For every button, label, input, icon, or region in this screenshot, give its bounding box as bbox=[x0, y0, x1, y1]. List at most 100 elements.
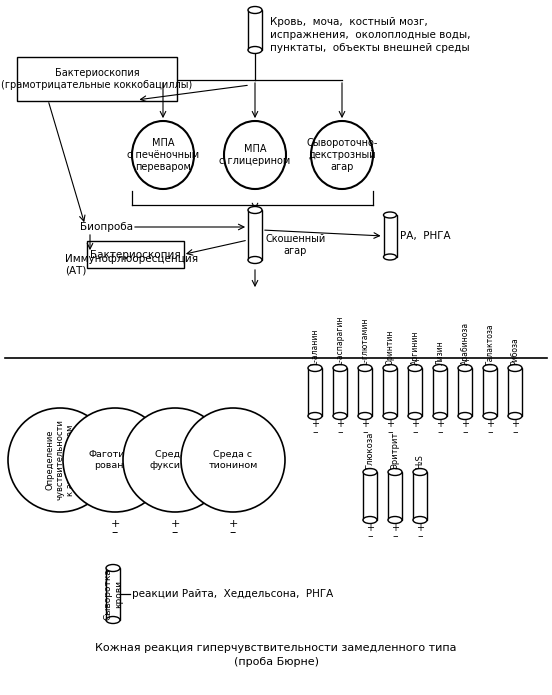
Ellipse shape bbox=[363, 468, 377, 475]
Ellipse shape bbox=[8, 408, 112, 512]
Text: –: – bbox=[172, 527, 178, 539]
Ellipse shape bbox=[408, 364, 422, 372]
Text: +: + bbox=[411, 419, 419, 429]
Bar bbox=[363, 472, 377, 520]
Text: –: – bbox=[362, 427, 368, 437]
Text: Кожная реакция гиперчувствительности замедленного типа
(проба Бюрне): Кожная реакция гиперчувствительности зам… bbox=[95, 643, 457, 667]
Text: L-глютамин: L-глютамин bbox=[360, 318, 369, 365]
Text: Иммунофлюоресценция
(АТ): Иммунофлюоресценция (АТ) bbox=[65, 254, 198, 276]
Text: –: – bbox=[462, 427, 468, 437]
Ellipse shape bbox=[181, 408, 285, 512]
Text: МПА
с печёночным
переваром: МПА с печёночным переваром bbox=[127, 138, 199, 172]
Bar bbox=[308, 368, 322, 416]
Text: +: + bbox=[366, 523, 374, 533]
Text: –: – bbox=[392, 531, 398, 541]
Ellipse shape bbox=[248, 256, 262, 263]
Text: Галактоза: Галактоза bbox=[486, 323, 495, 365]
Text: Среда с
фуксином: Среда с фуксином bbox=[150, 450, 200, 470]
Bar bbox=[333, 368, 347, 416]
Bar bbox=[433, 368, 447, 416]
Text: –: – bbox=[417, 531, 423, 541]
Ellipse shape bbox=[508, 413, 522, 420]
Ellipse shape bbox=[383, 364, 397, 372]
Text: –: – bbox=[112, 527, 118, 539]
Text: Сыворотка
крови: Сыворотка крови bbox=[103, 568, 123, 620]
Ellipse shape bbox=[383, 413, 397, 420]
Text: +: + bbox=[386, 419, 394, 429]
Bar bbox=[388, 472, 402, 520]
Text: –: – bbox=[487, 427, 493, 437]
Ellipse shape bbox=[458, 364, 472, 372]
Ellipse shape bbox=[408, 413, 422, 420]
Text: реакции Райта,  Хеддельсона,  РНГА: реакции Райта, Хеддельсона, РНГА bbox=[132, 589, 333, 599]
Text: Рибоза: Рибоза bbox=[511, 337, 519, 365]
Text: –: – bbox=[230, 527, 236, 539]
Text: +: + bbox=[171, 519, 180, 529]
Text: Арабиноза: Арабиноза bbox=[460, 322, 470, 365]
Text: +: + bbox=[311, 419, 319, 429]
Ellipse shape bbox=[363, 516, 377, 523]
Text: Определение
чувствительности
к антибиотикам: Определение чувствительности к антибиоти… bbox=[45, 420, 75, 500]
Ellipse shape bbox=[433, 413, 447, 420]
Ellipse shape bbox=[132, 121, 194, 189]
Ellipse shape bbox=[433, 364, 447, 372]
Ellipse shape bbox=[458, 413, 472, 420]
Text: +: + bbox=[391, 523, 399, 533]
Text: +: + bbox=[229, 519, 238, 529]
Text: +: + bbox=[336, 419, 344, 429]
Text: Аргинин: Аргинин bbox=[411, 331, 420, 365]
Text: Бактериоскопия
(грамотрицательные коккобациллы): Бактериоскопия (грамотрицательные коккоб… bbox=[1, 68, 193, 90]
Ellipse shape bbox=[483, 413, 497, 420]
Bar bbox=[383, 368, 397, 416]
Text: МПА
с глицерином: МПА с глицерином bbox=[219, 144, 290, 166]
Bar bbox=[508, 368, 522, 416]
FancyBboxPatch shape bbox=[17, 57, 177, 101]
Ellipse shape bbox=[358, 364, 372, 372]
Ellipse shape bbox=[63, 408, 167, 512]
Text: +: + bbox=[436, 419, 444, 429]
Text: +: + bbox=[486, 419, 494, 429]
Text: +: + bbox=[416, 523, 424, 533]
Bar bbox=[384, 215, 396, 257]
Bar bbox=[458, 368, 472, 416]
Ellipse shape bbox=[384, 254, 396, 260]
Ellipse shape bbox=[308, 364, 322, 372]
Text: Эритрит: Эритрит bbox=[390, 432, 400, 469]
Ellipse shape bbox=[413, 516, 427, 523]
Ellipse shape bbox=[508, 364, 522, 372]
Text: РА,  РНГА: РА, РНГА bbox=[401, 231, 451, 241]
Ellipse shape bbox=[358, 413, 372, 420]
Ellipse shape bbox=[413, 468, 427, 475]
Text: –: – bbox=[437, 427, 443, 437]
Ellipse shape bbox=[333, 364, 347, 372]
Ellipse shape bbox=[248, 47, 262, 54]
Ellipse shape bbox=[311, 121, 373, 189]
Text: –: – bbox=[312, 427, 318, 437]
Text: Биопроба: Биопроба bbox=[80, 222, 133, 232]
Bar bbox=[358, 368, 372, 416]
Text: L-аланин: L-аланин bbox=[310, 329, 320, 365]
Ellipse shape bbox=[388, 468, 402, 475]
Text: –: – bbox=[387, 427, 393, 437]
Text: –: – bbox=[367, 531, 373, 541]
Ellipse shape bbox=[106, 616, 120, 623]
Bar bbox=[413, 472, 427, 520]
Ellipse shape bbox=[308, 413, 322, 420]
Bar bbox=[483, 368, 497, 416]
Text: +: + bbox=[110, 519, 120, 529]
Text: +: + bbox=[461, 419, 469, 429]
Text: Кровь,  моча,  костный мозг,
испражнения,  околоплодные воды,
пунктаты,  объекты: Кровь, моча, костный мозг, испражнения, … bbox=[270, 17, 470, 54]
Ellipse shape bbox=[333, 413, 347, 420]
Bar bbox=[106, 568, 120, 620]
FancyBboxPatch shape bbox=[87, 241, 184, 268]
Ellipse shape bbox=[384, 212, 396, 218]
Text: Глюкоза: Глюкоза bbox=[365, 432, 374, 469]
Bar bbox=[248, 210, 262, 260]
Text: Оринтин: Оринтин bbox=[385, 329, 395, 365]
Text: Бактериоскопия: Бактериоскопия bbox=[90, 250, 181, 259]
Text: Лизин: Лизин bbox=[436, 341, 444, 365]
Text: –: – bbox=[512, 427, 518, 437]
Text: Среда с
тионином: Среда с тионином bbox=[208, 450, 258, 470]
Bar bbox=[248, 10, 262, 50]
Text: –: – bbox=[412, 427, 418, 437]
